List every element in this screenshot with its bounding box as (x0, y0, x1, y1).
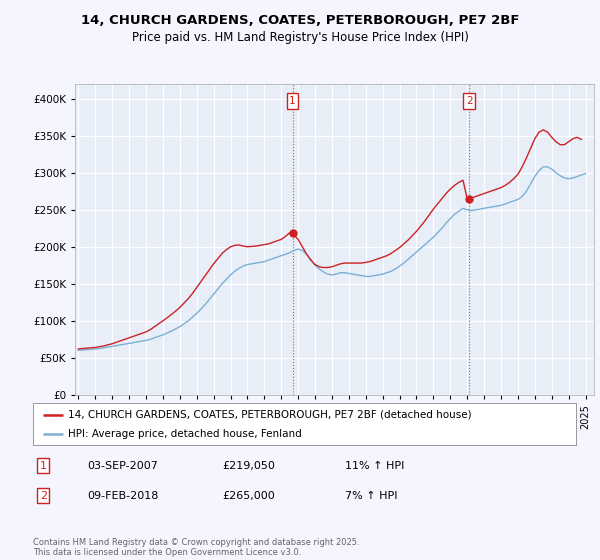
Text: 2: 2 (466, 96, 472, 106)
Text: 2: 2 (40, 491, 47, 501)
Text: 7% ↑ HPI: 7% ↑ HPI (345, 491, 398, 501)
Text: 11% ↑ HPI: 11% ↑ HPI (345, 461, 404, 471)
Text: Contains HM Land Registry data © Crown copyright and database right 2025.
This d: Contains HM Land Registry data © Crown c… (33, 538, 359, 557)
Text: 09-FEB-2018: 09-FEB-2018 (87, 491, 158, 501)
Text: 03-SEP-2007: 03-SEP-2007 (87, 461, 158, 471)
Text: £265,000: £265,000 (222, 491, 275, 501)
Text: 1: 1 (40, 461, 47, 471)
Text: Price paid vs. HM Land Registry's House Price Index (HPI): Price paid vs. HM Land Registry's House … (131, 31, 469, 44)
Text: £219,050: £219,050 (222, 461, 275, 471)
Text: HPI: Average price, detached house, Fenland: HPI: Average price, detached house, Fenl… (68, 429, 302, 439)
Text: 14, CHURCH GARDENS, COATES, PETERBOROUGH, PE7 2BF (detached house): 14, CHURCH GARDENS, COATES, PETERBOROUGH… (68, 409, 472, 419)
Text: 1: 1 (289, 96, 296, 106)
Text: 14, CHURCH GARDENS, COATES, PETERBOROUGH, PE7 2BF: 14, CHURCH GARDENS, COATES, PETERBOROUGH… (81, 14, 519, 27)
